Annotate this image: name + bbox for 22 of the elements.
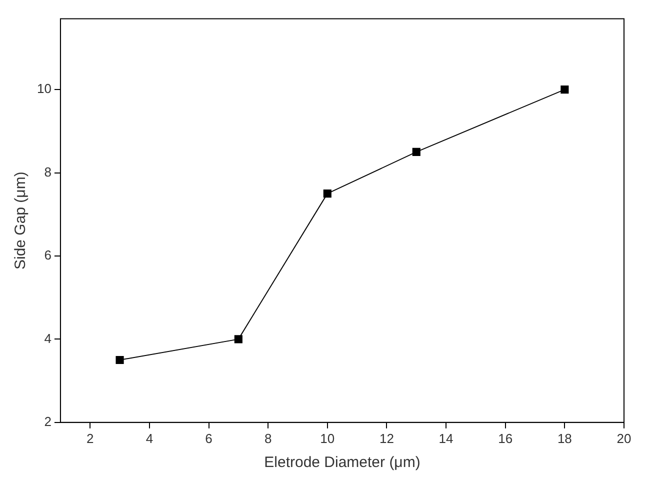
x-tick-label: 10 [320, 430, 335, 446]
x-tick-label: 2 [86, 430, 94, 446]
point [412, 148, 420, 156]
point [323, 190, 332, 198]
x-tick-label: 16 [498, 430, 513, 446]
x-axis-title: Eletrode Diameter (μm) [264, 454, 420, 472]
y-tick-label: 6 [44, 248, 52, 263]
y-tick-label: 4 [44, 330, 52, 346]
x-tick-label: 12 [379, 430, 394, 446]
y-axis-title: Side Gap (μm) [12, 172, 30, 270]
y-tick-label: 8 [44, 164, 52, 180]
y-tick-label: 10 [36, 81, 52, 96]
x-tick-label: 14 [438, 430, 454, 446]
x-tick-label: 6 [205, 430, 212, 446]
x-tick-label: 18 [557, 430, 572, 446]
point [560, 86, 569, 94]
x-tick-label: 20 [616, 430, 632, 446]
point [234, 335, 242, 344]
point [116, 356, 124, 364]
x-tick-label: 4 [146, 430, 154, 446]
y-tick-label: 2 [44, 414, 52, 429]
x-tick-label: 8 [264, 430, 272, 446]
